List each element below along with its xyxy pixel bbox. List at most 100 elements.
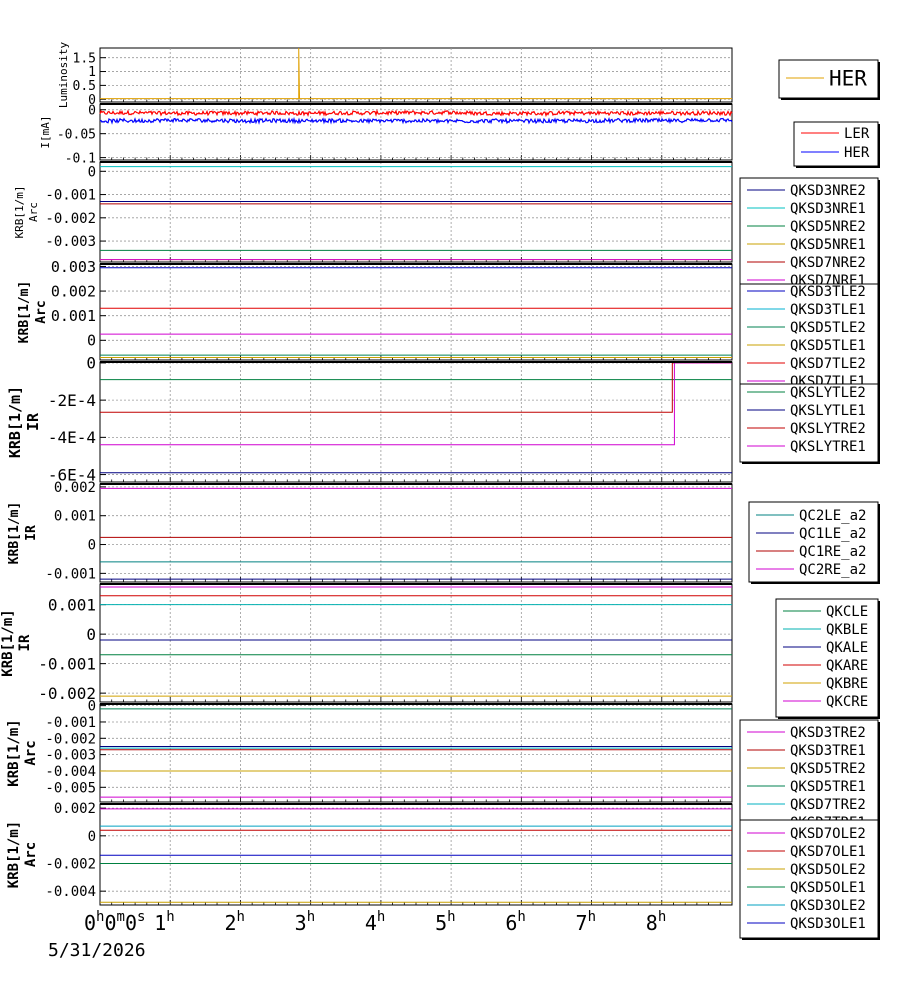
legend-label: QKSD7TLE2 bbox=[790, 356, 866, 372]
legend-label: QKSD5TRE2 bbox=[790, 761, 866, 777]
legend-label: QC1RE_a2 bbox=[799, 544, 866, 560]
panel-current: 0 -0.05 -0.1 I[mA] bbox=[39, 103, 733, 166]
legend-label: LER bbox=[844, 126, 870, 142]
panel-ir-qk: 0.001 0 -0.001 -0.002 KRB[1/m] IR bbox=[0, 583, 733, 703]
legend-arc-tre: QKSD3TRE2 QKSD3TRE1 QKSD5TRE2 QKSD5TRE1 QKSD… bbox=[739, 719, 880, 840]
legend-label: QKSLYTRE1 bbox=[790, 439, 866, 455]
legend-arc-nre: QKSD3NRE2 QKSD3NRE1 QKSD5NRE2 QKSD5NRE1 QKSD… bbox=[739, 177, 880, 298]
legend-label: QKSD3OLE2 bbox=[790, 898, 866, 914]
plot-frame bbox=[99, 803, 733, 906]
y-axis-label: IR bbox=[24, 525, 39, 541]
panel-arc-tre: 0-0.001-0.002-0.003-0.004-0.005 KRB[1/m] A… bbox=[6, 699, 733, 803]
legend-box bbox=[739, 819, 879, 939]
legend-box bbox=[793, 121, 879, 167]
y-tick-label: -0.002 bbox=[45, 731, 96, 747]
legend-luminosity: HER bbox=[778, 59, 880, 100]
legend-label: QKSD3TLE1 bbox=[790, 302, 866, 318]
x-tick-label-text: 2h bbox=[224, 909, 244, 935]
plot-frame bbox=[99, 161, 733, 263]
y-tick-label: 0 bbox=[88, 829, 96, 845]
x-tick-label-text: 8h bbox=[646, 909, 666, 935]
legend-label: QKSD3NRE2 bbox=[790, 183, 866, 199]
y-tick-label: -4E-4 bbox=[48, 428, 96, 447]
y-tick-label: 0 bbox=[88, 538, 96, 554]
legend-label: QKSD3NRE1 bbox=[790, 201, 866, 217]
legend-box bbox=[739, 177, 879, 297]
legend-ir-slyt: QKSLYTLE2 QKSLYTLE1 QKSLYTRE2 QKSLYTRE1 bbox=[739, 383, 880, 464]
legend-box bbox=[739, 283, 879, 393]
x-tick-label: 0h0m0s bbox=[84, 909, 145, 935]
x-tick-label-text: 7h bbox=[576, 909, 596, 935]
y-axis-label: Arc bbox=[23, 740, 39, 765]
y-tick-label: 0.001 bbox=[48, 595, 96, 614]
y-tick-label: -0.001 bbox=[45, 566, 96, 582]
y-axis-label: KRB[1/m] bbox=[13, 186, 26, 239]
y-tick-label: 1.5 bbox=[73, 51, 96, 66]
legend-arc-tle: QKSD3TLE2 QKSD3TLE1 QKSD5TLE2 QKSD5TLE1 QKSD… bbox=[739, 283, 880, 394]
y-tick-label: 0.5 bbox=[73, 79, 96, 94]
legend-label: QKSD3TLE2 bbox=[790, 284, 866, 300]
y-tick-label: -0.001 bbox=[38, 654, 96, 673]
y-tick-label: 0.002 bbox=[54, 801, 96, 817]
legend-label: HER bbox=[844, 145, 870, 161]
plot-frame bbox=[99, 361, 733, 483]
y-tick-label: -0.003 bbox=[45, 234, 96, 250]
plot-frame bbox=[99, 263, 733, 361]
legend-label: QKBRE bbox=[826, 676, 868, 692]
series-line bbox=[99, 116, 733, 125]
x-tick-label: 5h bbox=[435, 909, 455, 935]
panel-arc-nre: 0 -0.001 -0.002 -0.003 KRB[1/m] Arc bbox=[13, 161, 733, 263]
legend-label: QKSLYTLE1 bbox=[790, 403, 866, 419]
y-tick-label: -0.005 bbox=[45, 780, 96, 796]
y-tick-label: -0.003 bbox=[45, 748, 96, 764]
x-tick-label: 6h bbox=[505, 909, 525, 935]
y-tick-label: -6E-4 bbox=[48, 465, 96, 484]
y-axis-label: Arc bbox=[27, 202, 40, 222]
x-tick-label: 1h bbox=[154, 909, 174, 935]
legend-label: QKSD5TRE1 bbox=[790, 779, 866, 795]
y-tick-label: 0 bbox=[86, 354, 96, 373]
legend-label: QKSD5OLE2 bbox=[790, 862, 866, 878]
legend-label: QKSD7OLE1 bbox=[790, 844, 866, 860]
legend-label: QKARE bbox=[826, 658, 868, 674]
y-tick-label: 0.002 bbox=[51, 282, 96, 300]
x-axis-date-label: 5/31/2026 bbox=[48, 940, 146, 961]
legend-label: QC2LE_a2 bbox=[799, 508, 866, 524]
legend-label: QC2RE_a2 bbox=[799, 562, 866, 578]
legend-label: QKSD7OLE2 bbox=[790, 826, 866, 842]
x-tick-label-text: 3h bbox=[295, 909, 315, 935]
y-axis-label: KRB[1/m] bbox=[6, 719, 22, 786]
y-tick-label: -0.05 bbox=[57, 127, 96, 142]
legend-box bbox=[778, 59, 879, 99]
legend-label: QKSD7NRE2 bbox=[790, 255, 866, 271]
y-tick-label: 0 bbox=[87, 332, 96, 350]
x-tick-label-text: 0h0m0s bbox=[84, 909, 145, 935]
panel-ir-qc: 0 0.001 0.002 -0.001 KRB[1/m] IR bbox=[7, 480, 733, 583]
y-tick-label: 0.002 bbox=[54, 480, 96, 496]
plot-frame bbox=[99, 47, 733, 103]
legend-label: QKCRE bbox=[826, 694, 868, 710]
legend-label: QKSD3OLE1 bbox=[790, 916, 866, 932]
legend-current: LER HER bbox=[793, 121, 880, 168]
legend-label: QKSD7TRE2 bbox=[790, 797, 866, 813]
legend-label: QKSD5NRE2 bbox=[790, 219, 866, 235]
y-tick-label: 0 bbox=[86, 625, 96, 644]
legend-label: QKSD5NRE1 bbox=[790, 237, 866, 253]
y-tick-label: 0 bbox=[88, 164, 96, 180]
legend-label: QKSLYTLE2 bbox=[790, 385, 866, 401]
y-tick-label: -0.1 bbox=[65, 151, 96, 166]
x-tick-label-text: 4h bbox=[365, 909, 385, 935]
y-axis-label: Arc bbox=[23, 842, 39, 867]
y-axis-label: KRB[1/m] bbox=[6, 821, 22, 888]
legend-label: QKSD3TRE2 bbox=[790, 725, 866, 741]
x-tick-label: 8h bbox=[646, 909, 666, 935]
y-tick-label: -0.001 bbox=[45, 188, 96, 204]
legend-ir-qc: QC2LE_a2 QC1LE_a2 QC1RE_a2 QC2RE_a2 bbox=[748, 501, 880, 584]
legend-label: QKBLE bbox=[826, 622, 868, 638]
legend-label: HER bbox=[829, 67, 867, 91]
legend-box bbox=[739, 383, 879, 463]
x-tick-label: 2h bbox=[224, 909, 244, 935]
